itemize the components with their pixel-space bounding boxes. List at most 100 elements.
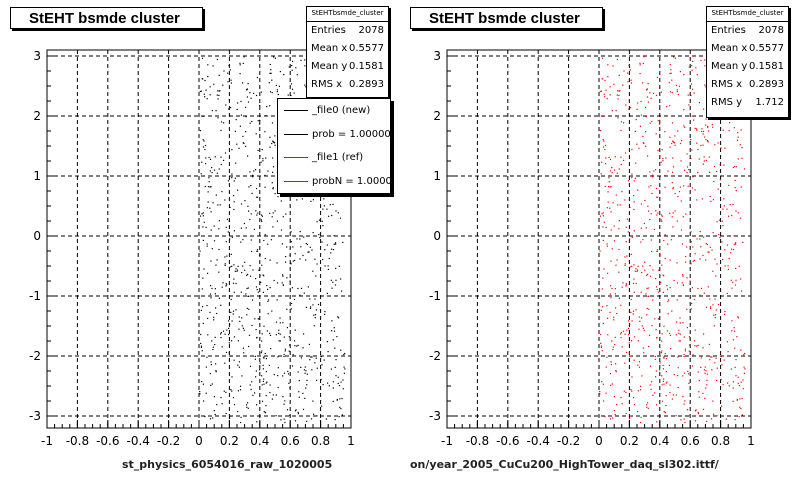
data-point: [733, 243, 735, 245]
data-point: [249, 265, 251, 267]
data-point: [231, 376, 233, 378]
data-point: [610, 361, 612, 363]
data-point: [615, 110, 617, 112]
data-point: [668, 364, 670, 366]
data-point: [683, 125, 685, 127]
data-point: [691, 149, 693, 151]
data-point: [732, 166, 734, 169]
data-point: [636, 269, 639, 271]
data-point: [608, 156, 610, 159]
data-point: [640, 100, 642, 103]
data-point: [334, 347, 336, 349]
data-point: [601, 350, 603, 352]
data-point: [303, 369, 305, 371]
data-point: [233, 230, 235, 232]
title-box: StEHT bsmde cluster: [410, 7, 603, 29]
data-point: [231, 236, 233, 238]
x-tick-label: 1: [747, 434, 755, 448]
stats-row: RMS y 1.712: [707, 94, 788, 112]
data-point: [644, 269, 646, 271]
x-tick-label: -0.6: [496, 434, 519, 448]
data-point: [716, 367, 718, 369]
data-point: [232, 282, 235, 284]
data-point: [701, 130, 703, 133]
data-point: [696, 199, 698, 201]
data-point: [619, 90, 621, 92]
data-point: [265, 358, 267, 360]
data-point: [610, 211, 612, 213]
data-point: [606, 243, 608, 245]
data-point: [696, 345, 698, 347]
data-point: [655, 94, 658, 97]
data-point: [332, 281, 334, 283]
data-point: [739, 144, 741, 146]
data-point: [726, 208, 728, 210]
legend-swatch: [284, 133, 308, 135]
data-point: [207, 272, 209, 274]
data-point: [257, 212, 259, 214]
data-point: [255, 94, 258, 97]
data-point: [669, 105, 671, 107]
data-point: [239, 125, 241, 127]
data-point: [664, 174, 666, 176]
data-point: [705, 118, 707, 120]
data-point: [726, 341, 728, 343]
data-point: [693, 119, 695, 121]
data-point: [626, 329, 628, 331]
data-point: [621, 286, 623, 288]
data-point: [691, 287, 693, 289]
data-point: [296, 345, 298, 347]
data-point: [253, 170, 255, 172]
data-point: [677, 386, 679, 389]
data-point: [663, 356, 665, 358]
stats-label: Entries: [311, 25, 346, 36]
data-point: [279, 340, 281, 342]
data-point: [606, 245, 608, 247]
data-point: [617, 98, 619, 100]
data-point: [255, 278, 257, 280]
data-point: [672, 171, 674, 173]
data-point: [609, 293, 611, 295]
data-point: [275, 334, 277, 336]
data-point: [204, 148, 206, 151]
data-point: [251, 324, 253, 327]
data-point: [247, 83, 249, 85]
data-point: [290, 94, 292, 97]
data-point: [604, 416, 606, 418]
data-point: [712, 400, 714, 402]
data-point: [211, 287, 213, 290]
data-point: [663, 325, 665, 327]
data-point: [667, 300, 669, 302]
data-point: [237, 390, 239, 392]
data-point: [707, 126, 709, 128]
data-point: [648, 295, 650, 297]
data-point: [730, 279, 732, 281]
data-point: [703, 333, 705, 335]
data-point: [293, 298, 296, 301]
data-point: [661, 220, 663, 222]
data-point: [694, 127, 696, 129]
data-point: [732, 381, 734, 383]
data-point: [235, 119, 237, 121]
data-point: [670, 348, 672, 350]
data-point: [607, 64, 609, 66]
data-point: [327, 268, 329, 270]
data-point: [341, 290, 343, 292]
data-point: [621, 346, 623, 348]
data-point: [272, 188, 274, 190]
data-point: [224, 362, 226, 364]
data-point: [304, 84, 306, 86]
data-point: [324, 311, 326, 313]
data-point: [262, 291, 264, 293]
data-point: [648, 186, 650, 188]
data-point: [289, 414, 291, 417]
data-point: [713, 325, 715, 327]
data-point: [264, 352, 266, 355]
data-point: [247, 402, 249, 404]
data-point: [628, 417, 631, 419]
data-point: [624, 362, 626, 364]
data-point: [329, 204, 331, 206]
data-point: [672, 141, 674, 143]
data-point: [633, 359, 635, 361]
data-point: [261, 340, 263, 342]
